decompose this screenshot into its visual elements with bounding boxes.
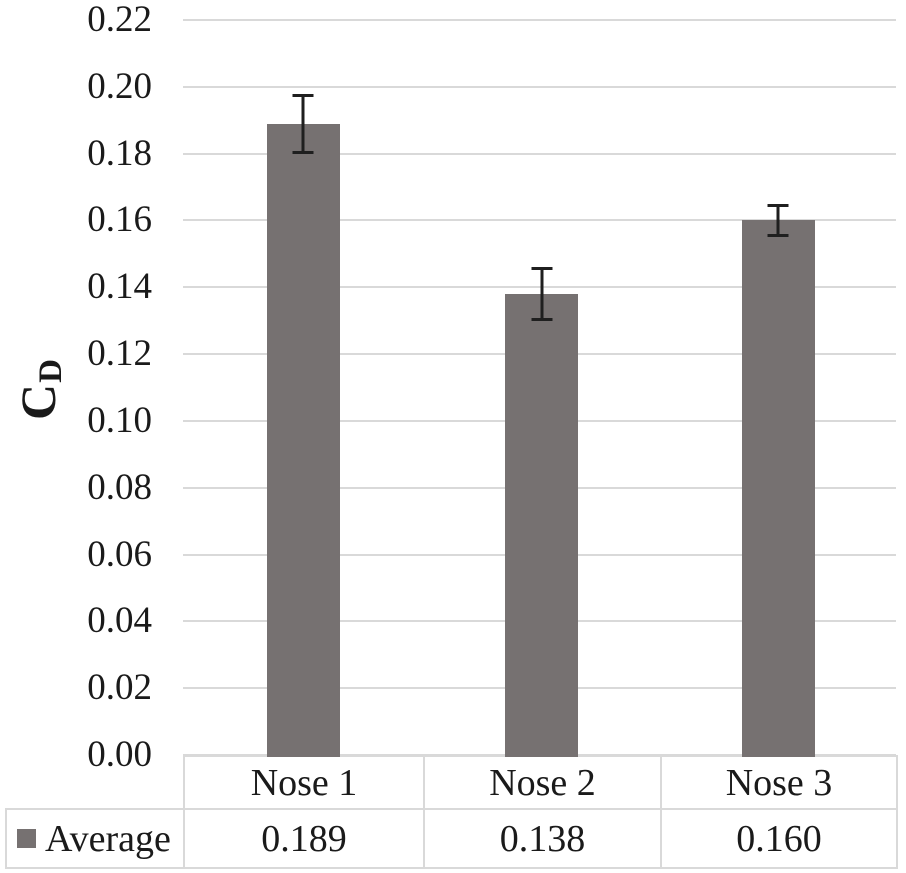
bar-nose-1 <box>266 123 340 757</box>
legend-label: Average <box>45 817 171 860</box>
y-tick-label-0.06: 0.06 <box>87 533 152 575</box>
gridline-0.14 <box>183 286 896 289</box>
y-tick-label-0.20: 0.20 <box>87 65 152 107</box>
legend-swatch-icon <box>17 829 36 848</box>
y-tick-label-0.12: 0.12 <box>87 333 152 375</box>
gridline-0.18 <box>183 152 896 155</box>
y-tick-label-0.02: 0.02 <box>87 667 152 709</box>
error-bar-part <box>531 317 552 321</box>
error-bar-part <box>531 267 552 271</box>
legend-cell: Average <box>5 808 185 869</box>
gridline-0.16 <box>183 219 896 222</box>
y-tick-label-0.00: 0.00 <box>87 734 152 775</box>
y-tick-label-0.04: 0.04 <box>87 600 152 642</box>
error-bar-part <box>776 203 780 238</box>
bar-nose-3 <box>741 220 815 757</box>
y-tick-label-0.08: 0.08 <box>87 466 152 508</box>
y-tick-label-0.16: 0.16 <box>87 199 152 241</box>
error-bar-part <box>767 234 789 238</box>
gridline-0.22 <box>183 19 896 21</box>
error-bar-part <box>292 93 314 97</box>
table-corner-blank <box>6 756 184 809</box>
bar-nose-2 <box>505 293 578 757</box>
error-bar-nose-3 <box>766 203 790 238</box>
error-bar-nose-1 <box>291 93 315 154</box>
value-cell-nose-1: 0.189 <box>183 808 425 869</box>
y-tick-label-0.22: 0.22 <box>87 0 152 40</box>
error-bar-part <box>301 93 305 154</box>
y-tick-label-0.18: 0.18 <box>87 132 152 174</box>
category-cell-nose-2: Nose 2 <box>423 755 662 810</box>
value-cell-nose-2: 0.138 <box>423 808 662 869</box>
category-cell-nose-3: Nose 3 <box>660 755 898 810</box>
error-bar-part <box>540 267 543 321</box>
value-cell-nose-3: 0.160 <box>660 808 898 869</box>
y-tick-label-0.10: 0.10 <box>87 399 152 441</box>
category-cell-nose-1: Nose 1 <box>183 755 425 810</box>
value-row: Average 0.189 0.138 0.160 <box>5 808 898 869</box>
error-bar-part <box>767 203 789 207</box>
data-table: Nose 1 Nose 2 Nose 3 Average 0.189 0.138… <box>5 755 898 869</box>
y-tick-label-0.14: 0.14 <box>87 266 152 308</box>
category-row: Nose 1 Nose 2 Nose 3 <box>6 755 898 810</box>
gridline-0.20 <box>183 85 896 88</box>
error-bar-nose-2 <box>530 267 554 321</box>
error-bar-part <box>292 150 314 154</box>
